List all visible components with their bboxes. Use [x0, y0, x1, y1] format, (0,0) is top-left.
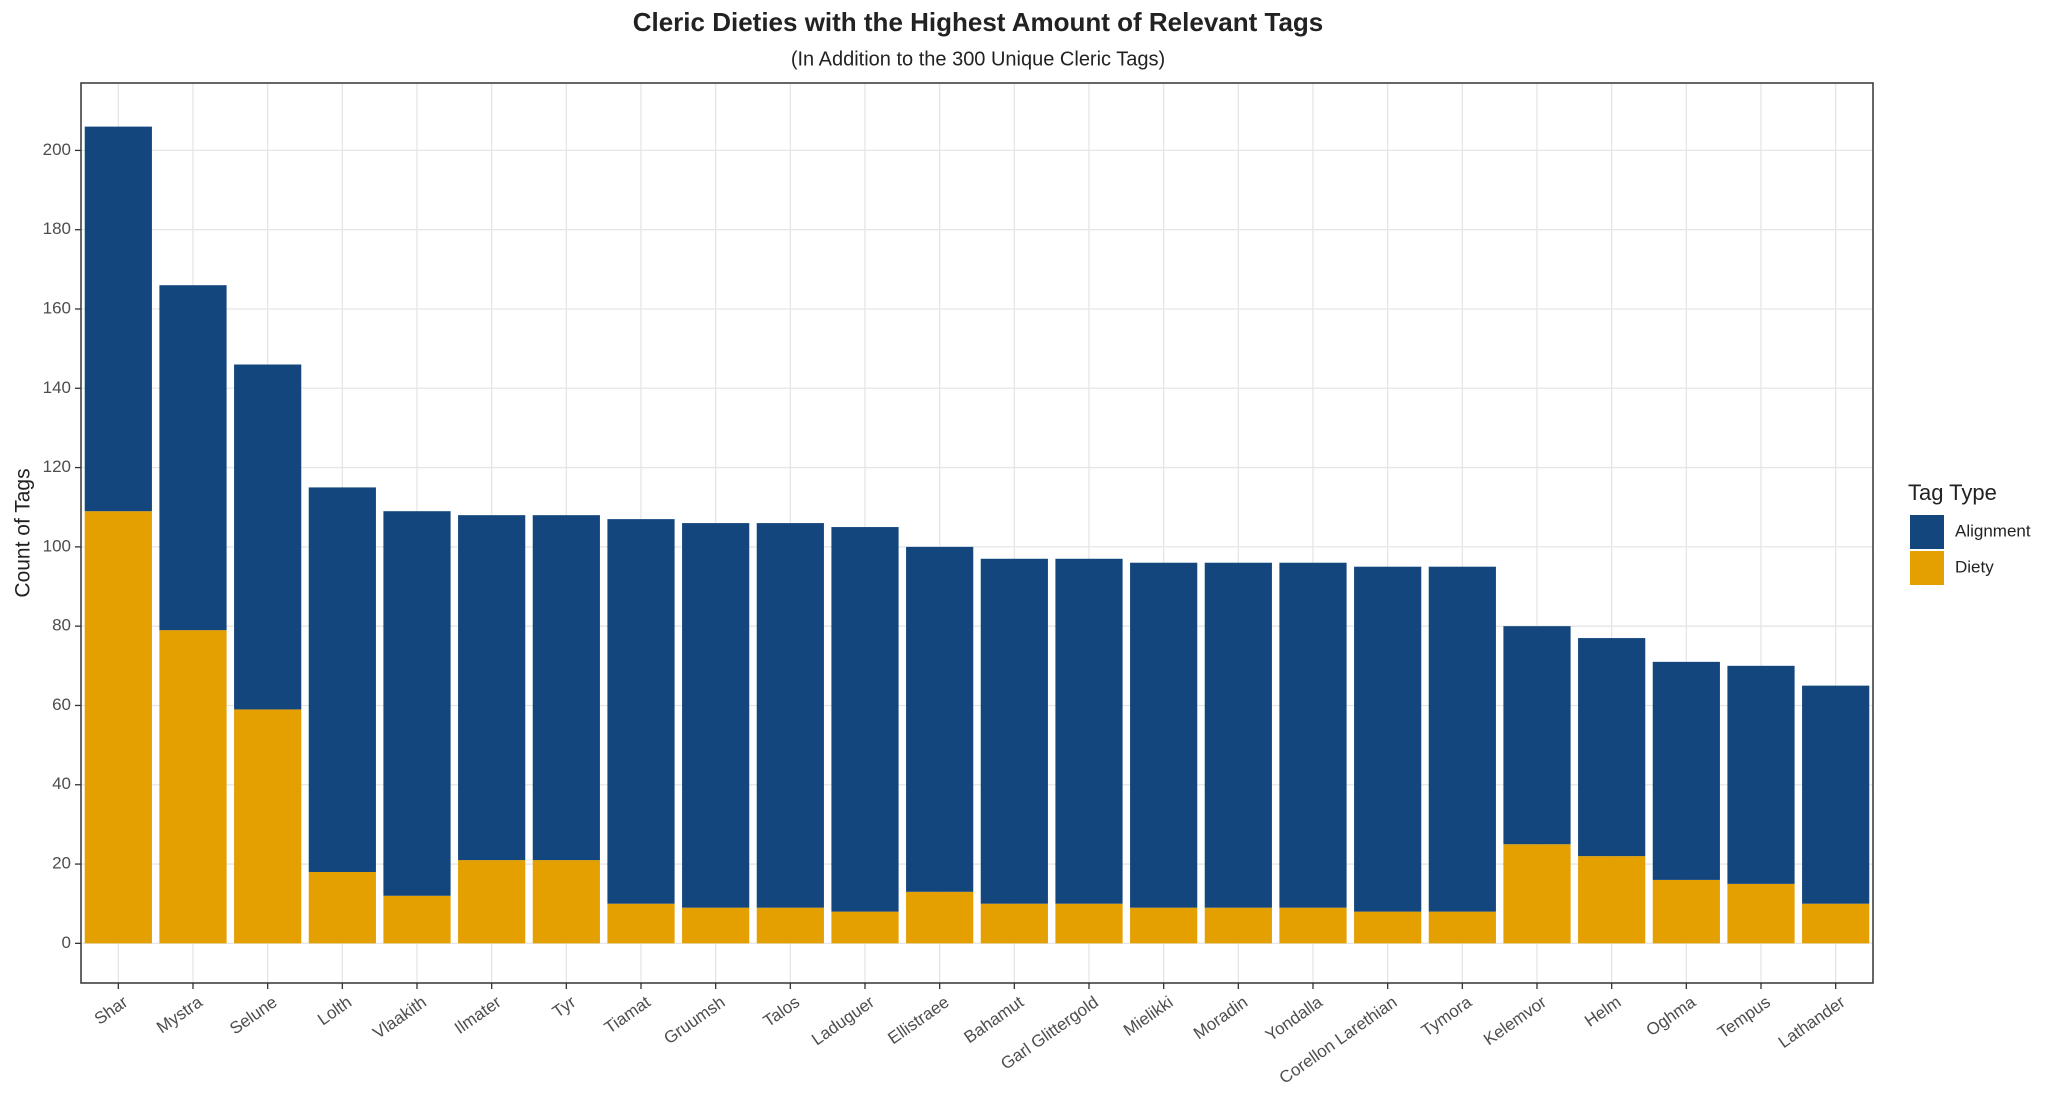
x-tick-label: Oghma	[1643, 992, 1700, 1040]
bar-segment	[607, 903, 675, 944]
bar-segment	[308, 487, 376, 872]
bar-segment	[159, 630, 227, 944]
x-tick-label: Moradin	[1190, 992, 1251, 1043]
y-tick-label: 40	[52, 774, 71, 793]
bar-segment	[1503, 626, 1571, 845]
bar-segment	[532, 860, 600, 944]
bar-segment	[1727, 883, 1795, 944]
y-tick-label: 160	[43, 298, 71, 317]
x-tick-label: Mielikki	[1120, 992, 1177, 1040]
x-tick-label: Vlaakith	[369, 992, 429, 1042]
bar-segment	[1578, 856, 1646, 944]
y-tick-label: 0	[62, 933, 71, 952]
bar-segment	[1279, 562, 1347, 908]
x-tick-label: Kelemvor	[1480, 992, 1550, 1049]
bar-segment	[1204, 562, 1272, 908]
x-tick-label: Talos	[760, 992, 803, 1030]
bar-segment	[1428, 566, 1496, 912]
bar-segment	[1055, 558, 1123, 904]
x-tick-label: Shar	[91, 992, 132, 1028]
x-tick-label: Laduguer	[808, 992, 878, 1049]
y-tick-label: 180	[43, 219, 71, 238]
bar-segment	[1428, 911, 1496, 944]
y-tick-label: 80	[52, 616, 71, 635]
y-tick-label: 120	[43, 457, 71, 476]
x-tick-label: Lathander	[1775, 992, 1849, 1052]
x-tick-label: Gruumsh	[660, 992, 728, 1048]
bar-segment	[383, 511, 451, 896]
x-tick-label: Helm	[1581, 992, 1624, 1030]
bar-segment	[84, 126, 152, 512]
x-tick-label: Yondalla	[1262, 992, 1326, 1045]
bar-segment	[1204, 907, 1272, 944]
bar-segment	[532, 515, 600, 861]
bar-segment	[1727, 665, 1795, 884]
y-tick-label: 20	[52, 854, 71, 873]
bar-segment	[906, 891, 974, 944]
bar-segment	[159, 285, 227, 631]
x-tick-label: Tempus	[1714, 992, 1774, 1042]
bar-segment	[607, 519, 675, 904]
bar-segment	[308, 871, 376, 944]
bar-segment	[1802, 903, 1870, 944]
x-tick-label: Bahamut	[961, 992, 1028, 1047]
bar-segment	[1354, 911, 1422, 944]
bar-segment	[1652, 661, 1720, 880]
bar-segment	[756, 907, 824, 944]
bar-segment	[1354, 566, 1422, 912]
bar-segment	[1802, 685, 1870, 904]
legend-title: Tag Type	[1908, 480, 1997, 505]
legend-label: Alignment	[1955, 521, 2031, 540]
bar-segment	[980, 903, 1048, 944]
bar-segment	[906, 546, 974, 892]
bar-segment	[234, 364, 302, 710]
chart-title: Cleric Dieties with the Highest Amount o…	[633, 7, 1324, 37]
legend-key	[1910, 551, 1944, 585]
x-tick-label: Selune	[226, 992, 280, 1038]
bar-segment	[682, 907, 750, 944]
bar-segment	[234, 709, 302, 944]
bar-segment	[980, 558, 1048, 904]
bar-segment	[831, 911, 899, 944]
bar-segment	[1279, 907, 1347, 944]
bar-segment	[458, 860, 526, 944]
bar-segment	[831, 527, 899, 912]
x-tick-label: Tymora	[1418, 992, 1476, 1040]
bar-segment	[1578, 638, 1646, 857]
x-tick-label: Ellistraee	[884, 992, 952, 1048]
legend-key	[1910, 515, 1944, 549]
x-tick-label: Tiamat	[601, 992, 654, 1037]
plot-background	[81, 83, 1873, 983]
bar-segment	[383, 895, 451, 944]
x-tick-label: Lolth	[314, 992, 355, 1029]
bar-segment	[84, 511, 152, 944]
bar-segment	[458, 515, 526, 861]
plot-border	[80, 82, 1874, 984]
bar-segment	[1503, 844, 1571, 944]
bar-segment	[1130, 907, 1198, 944]
legend-label: Diety	[1955, 557, 1994, 576]
x-tick-label: Mystra	[153, 992, 206, 1037]
bar-segment	[1130, 562, 1198, 908]
y-tick-label: 140	[43, 378, 71, 397]
y-tick-label: 100	[43, 536, 71, 555]
x-tick-label: Tyr	[549, 992, 580, 1021]
bar-segment	[682, 523, 750, 908]
y-tick-label: 200	[43, 140, 71, 159]
chart-subtitle: (In Addition to the 300 Unique Cleric Ta…	[791, 48, 1165, 70]
x-tick-label: Ilmater	[451, 992, 505, 1038]
y-axis-label: Count of Tags	[12, 468, 35, 597]
bar-segment	[756, 523, 824, 908]
y-tick-label: 60	[52, 695, 71, 714]
bar-segment	[1652, 879, 1720, 944]
bar-segment	[1055, 903, 1123, 944]
